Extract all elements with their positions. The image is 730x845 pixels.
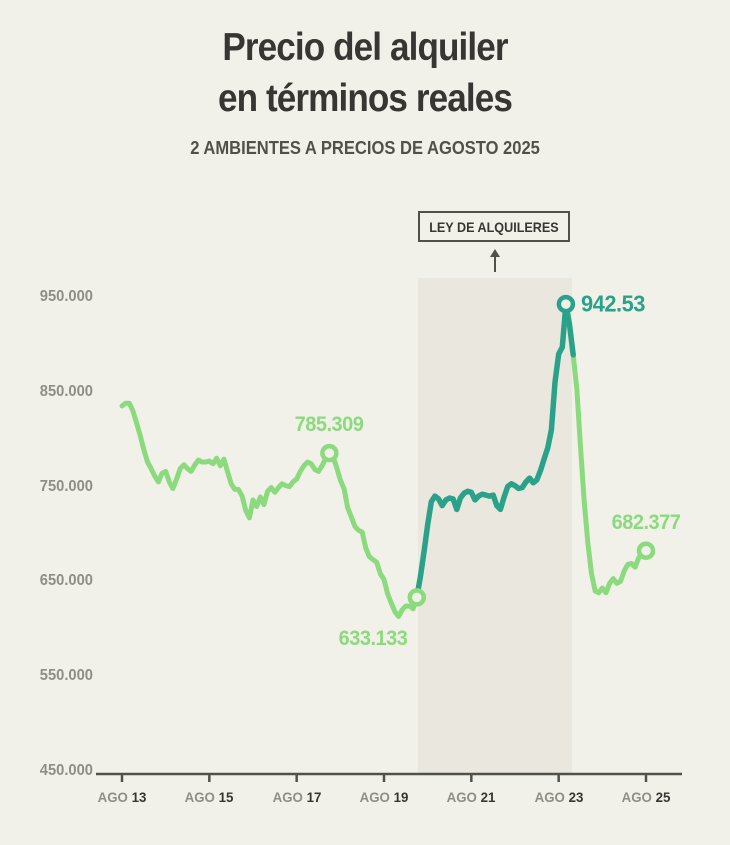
x-axis-label-year: 15 — [218, 789, 234, 805]
point-value-label: 942.53 — [580, 290, 645, 317]
x-axis-label-year: 19 — [393, 789, 409, 805]
chart-title-line2: en términos reales — [217, 77, 513, 120]
x-axis-label: AGO 19 — [344, 789, 424, 805]
annotation-arrow-icon — [490, 249, 500, 257]
x-axis-label-year: 13 — [131, 789, 147, 805]
point-value-label: 785.309 — [295, 413, 364, 437]
x-axis-label-year: 21 — [480, 789, 496, 805]
y-axis-label: 850.000 — [39, 382, 93, 400]
x-axis-label-year: 25 — [655, 789, 671, 805]
x-axis-label: AGO 23 — [519, 789, 599, 805]
point-value-label: 633.133 — [338, 627, 408, 651]
chart-title-line1: Precio del alquiler — [222, 26, 508, 69]
annotation-arrow-line — [494, 256, 496, 272]
y-axis-label: 450.000 — [39, 762, 93, 779]
x-axis-label: AGO 17 — [257, 789, 337, 805]
x-axis-label-month: AGO — [272, 789, 307, 805]
x-axis-label-month: AGO — [534, 789, 569, 805]
y-axis-label: 950.000 — [39, 288, 93, 305]
law-annotation-box: LEY DE ALQUILERES — [418, 211, 570, 242]
y-axis-label: 650.000 — [39, 572, 93, 590]
chart-subtitle: 2 AMBIENTES A PRECIOS DE AGOSTO 2025 — [190, 138, 540, 158]
data-point-marker — [636, 541, 656, 560]
x-axis-label: AGO 21 — [431, 789, 511, 805]
x-axis-label: AGO 15 — [169, 789, 249, 805]
x-axis-label: AGO 25 — [606, 789, 686, 805]
law-period-band — [418, 278, 572, 774]
law-annotation-label: LEY DE ALQUILERES — [429, 218, 559, 235]
x-axis-label-year: 23 — [568, 789, 584, 805]
point-value-label: 682.377 — [611, 510, 681, 534]
y-axis-label: 750.000 — [39, 477, 93, 495]
x-axis-label-month: AGO — [359, 789, 394, 805]
x-axis-label-month: AGO — [184, 789, 219, 805]
x-axis-label-month: AGO — [97, 789, 132, 805]
y-axis-label: 550.000 — [39, 667, 93, 685]
x-axis-label-month: AGO — [621, 789, 656, 805]
price-line-pre-law — [119, 400, 420, 619]
chart-title: Precio del alquiler en términos reales — [0, 22, 730, 124]
x-axis-label-month: AGO — [446, 789, 481, 805]
data-point-marker — [320, 443, 339, 463]
x-axis-label-year: 17 — [306, 789, 322, 805]
price-line-post-law — [570, 352, 649, 596]
x-axis-label: AGO 13 — [82, 789, 162, 805]
